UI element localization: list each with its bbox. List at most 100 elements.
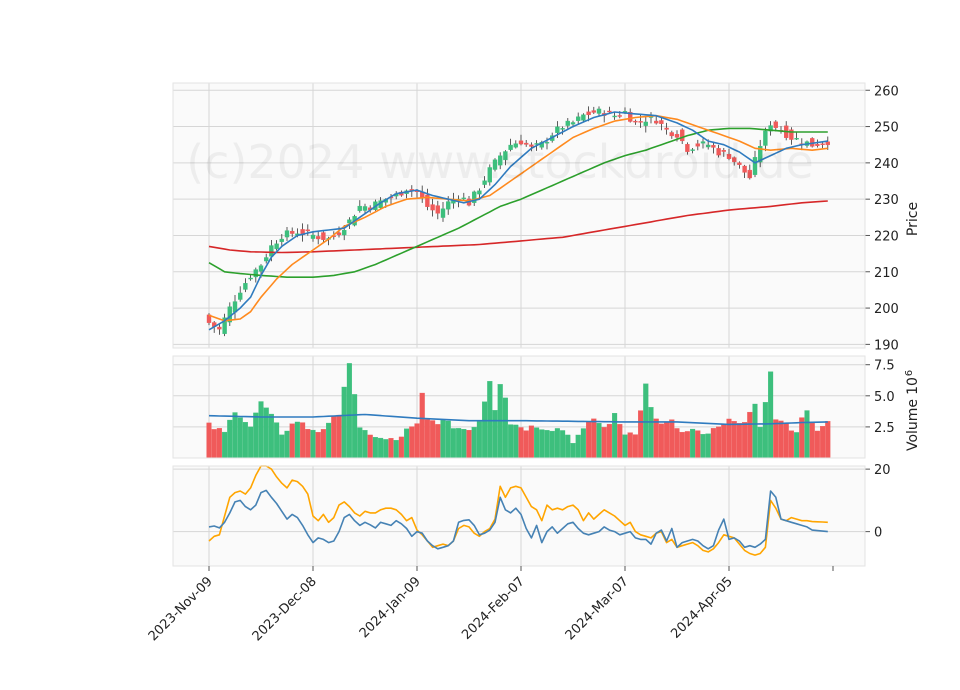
- candle-body: [664, 127, 669, 130]
- volume-bar: [326, 422, 332, 459]
- volume-bar: [560, 430, 566, 459]
- candle-body: [357, 205, 362, 211]
- volume-bar: [669, 419, 675, 459]
- volume-bar: [752, 403, 758, 459]
- volume-bar: [814, 430, 820, 459]
- volume-panel: 2.5 5.0 7.5: [172, 355, 895, 459]
- price-panel-border: [172, 82, 866, 349]
- volume-bar: [258, 401, 264, 459]
- volume-bar: [695, 430, 701, 459]
- volume-axis-label: Volume: [905, 399, 921, 451]
- indicator-line-1: [208, 489, 828, 550]
- volume-bar: [466, 429, 472, 459]
- volume-axis-unit: 10: [905, 377, 921, 395]
- candle-body: [690, 149, 695, 151]
- candle-body: [773, 121, 778, 128]
- volume-bar: [586, 421, 592, 459]
- volume-bar: [580, 428, 586, 459]
- candle-body: [576, 116, 581, 121]
- volume-bar: [690, 428, 696, 459]
- price-tick-label: 240: [874, 157, 899, 172]
- indicator-line-2: [208, 465, 828, 556]
- volume-bar: [253, 412, 259, 459]
- indicator-tick-label: 20: [874, 463, 891, 478]
- candle-body: [815, 143, 820, 146]
- volume-bar: [367, 434, 373, 459]
- volume-bar: [612, 413, 618, 459]
- volume-bar: [315, 432, 321, 459]
- candle-body: [596, 108, 602, 114]
- volume-bar: [518, 427, 524, 459]
- candle-body: [482, 180, 487, 185]
- volume-bar: [414, 423, 420, 459]
- candle-body: [253, 269, 259, 278]
- candle-body: [643, 121, 648, 126]
- volume-bar: [757, 426, 763, 459]
- volume-bar: [211, 429, 217, 459]
- candle-body: [243, 283, 248, 290]
- volume-bar: [279, 434, 285, 459]
- candle-body: [274, 243, 279, 250]
- ma-fast-line: [208, 111, 828, 331]
- ma-long-line: [208, 200, 828, 254]
- volume-bar: [742, 422, 748, 459]
- volume-bar: [430, 420, 436, 459]
- candle-body: [758, 146, 763, 163]
- volume-bar: [393, 440, 399, 459]
- candle-body: [669, 132, 674, 137]
- x-tick-label: 2024-Mar-07: [563, 574, 632, 643]
- volume-bar: [825, 421, 831, 459]
- volume-bar: [638, 410, 644, 459]
- candle-body: [206, 314, 212, 323]
- candle-body: [565, 120, 570, 126]
- volume-bar: [544, 430, 550, 459]
- volume-bar: [284, 430, 290, 459]
- volume-bar: [632, 434, 638, 459]
- volume-bar: [528, 425, 534, 459]
- volume-bar: [274, 422, 280, 459]
- candle-body: [435, 205, 440, 214]
- ma-mid-line: [208, 114, 828, 322]
- candle-body: [654, 120, 659, 124]
- price-tick-label: 220: [874, 229, 899, 244]
- candle-body: [638, 121, 643, 123]
- volume-bar: [674, 428, 680, 459]
- volume-bar: [570, 443, 576, 459]
- candle-body: [258, 265, 264, 272]
- candle-body: [674, 134, 680, 138]
- candle-body: [581, 114, 586, 121]
- volume-bar: [404, 428, 410, 459]
- volume-bar: [664, 422, 670, 459]
- volume-bar: [352, 394, 358, 459]
- candle-body: [305, 229, 310, 232]
- candle-body: [342, 229, 347, 236]
- volume-bar: [736, 423, 742, 459]
- volume-bar: [289, 423, 295, 459]
- candle-body: [695, 143, 700, 147]
- volume-tick-label: 2.5: [874, 421, 895, 436]
- candle-body: [732, 157, 737, 163]
- candle-body: [633, 120, 638, 123]
- candle-body: [768, 125, 773, 132]
- candle-body: [607, 110, 612, 113]
- volume-bar: [762, 402, 768, 459]
- volume-bar: [409, 426, 415, 459]
- volume-bar: [596, 423, 602, 459]
- volume-bar: [482, 401, 488, 459]
- candle-body: [570, 122, 576, 125]
- volume-bar: [539, 429, 545, 459]
- candle-body: [747, 169, 752, 179]
- candle-body: [737, 162, 742, 165]
- volume-bar: [378, 437, 384, 459]
- volume-bar: [700, 434, 706, 459]
- volume-bar: [643, 383, 649, 459]
- candle-body: [706, 144, 711, 148]
- candle-body: [820, 143, 825, 145]
- price-axis-label: Price: [905, 202, 921, 236]
- volume-bar: [435, 424, 441, 459]
- volume-bar: [565, 434, 571, 459]
- candle-body: [279, 238, 284, 242]
- x-tick-label: 2023-Nov-09: [146, 574, 216, 644]
- volume-bar: [747, 411, 753, 459]
